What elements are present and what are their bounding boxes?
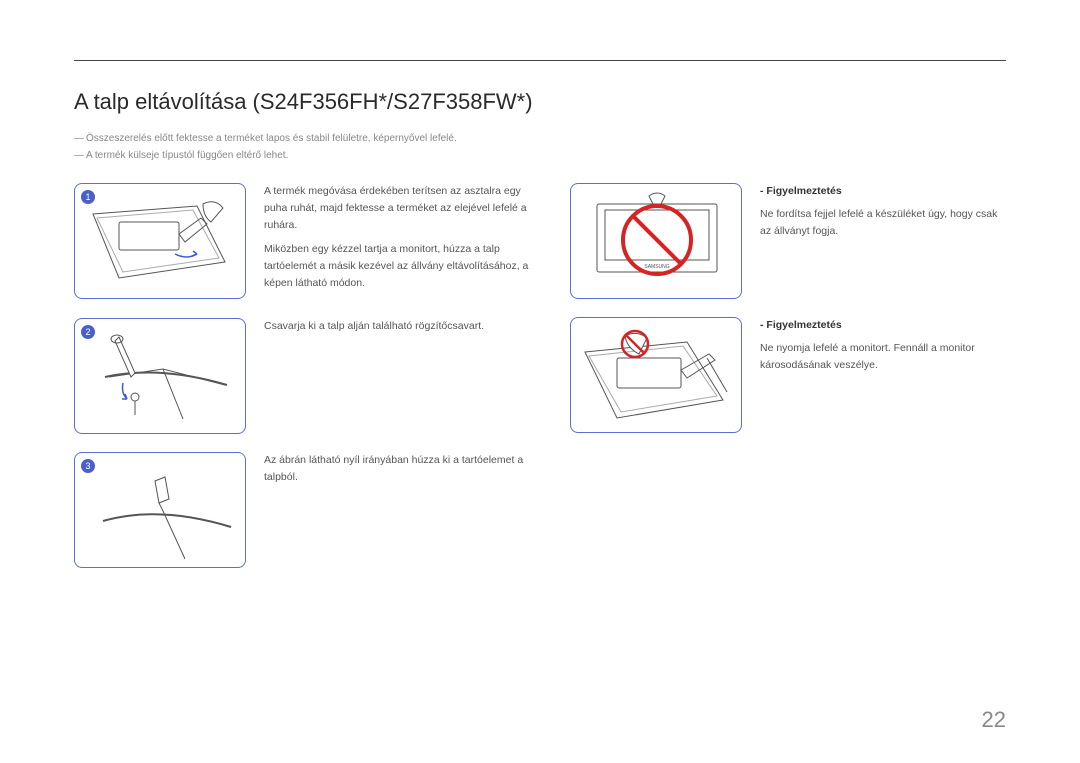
step1-illustration [75, 184, 247, 300]
step-badge: 1 [81, 190, 95, 204]
warning-title: - Figyelmeztetés [760, 183, 1000, 200]
figure-box-step2: 2 [74, 318, 246, 434]
content-columns: 1 [74, 183, 1006, 586]
warning-text: - Figyelmeztetés Ne fordítsa fejjel lefe… [760, 183, 1000, 299]
right-column: SAMSUNG - Figyelmeztetés Ne fordítsa fej… [570, 183, 1000, 586]
step-text: A termék megóvása érdekében terítsen az … [264, 183, 534, 300]
step-text: Csavarja ki a talp alján található rögzí… [264, 318, 484, 434]
warn1-illustration: SAMSUNG [571, 184, 743, 300]
step-para: Csavarja ki a talp alján található rögzí… [264, 318, 484, 335]
warning-row: SAMSUNG - Figyelmeztetés Ne fordítsa fej… [570, 183, 1000, 299]
step-text: Az ábrán látható nyíl irányában húzza ki… [264, 452, 534, 568]
step-row: 2 [74, 318, 534, 434]
warning-body: Ne fordítsa fejjel lefelé a készüléket ú… [760, 206, 1000, 240]
step-row: 1 [74, 183, 534, 300]
note-line: Összeszerelés előtt fektesse a terméket … [74, 133, 1006, 144]
warning-title: - Figyelmeztetés [760, 317, 1000, 334]
figure-box-step1: 1 [74, 183, 246, 299]
warning-row: - Figyelmeztetés Ne nyomja lefelé a moni… [570, 317, 1000, 433]
step-row: 3 Az ábrán látható nyíl irányában húzza … [74, 452, 534, 568]
warning-text: - Figyelmeztetés Ne nyomja lefelé a moni… [760, 317, 1000, 433]
svg-text:SAMSUNG: SAMSUNG [644, 264, 669, 270]
step2-illustration [75, 319, 247, 435]
top-rule [74, 60, 1006, 61]
step-para: Az ábrán látható nyíl irányában húzza ki… [264, 452, 534, 486]
figure-box-step3: 3 [74, 452, 246, 568]
step-para: A termék megóvása érdekében terítsen az … [264, 183, 534, 233]
warning-body: Ne nyomja lefelé a monitort. Fennáll a m… [760, 340, 1000, 374]
warn2-illustration [571, 318, 743, 434]
step-para: Miközben egy kézzel tartja a monitort, h… [264, 241, 534, 291]
step-badge: 3 [81, 459, 95, 473]
page-number: 22 [982, 707, 1006, 733]
page-title: A talp eltávolítása (S24F356FH*/S27F358F… [74, 89, 1006, 115]
step3-illustration [75, 453, 247, 569]
step-badge: 2 [81, 325, 95, 339]
figure-box-warn1: SAMSUNG [570, 183, 742, 299]
notes-block: Összeszerelés előtt fektesse a terméket … [74, 133, 1006, 161]
figure-box-warn2 [570, 317, 742, 433]
left-column: 1 [74, 183, 534, 586]
note-line: A termék külseje típustól függően eltérő… [74, 150, 1006, 161]
